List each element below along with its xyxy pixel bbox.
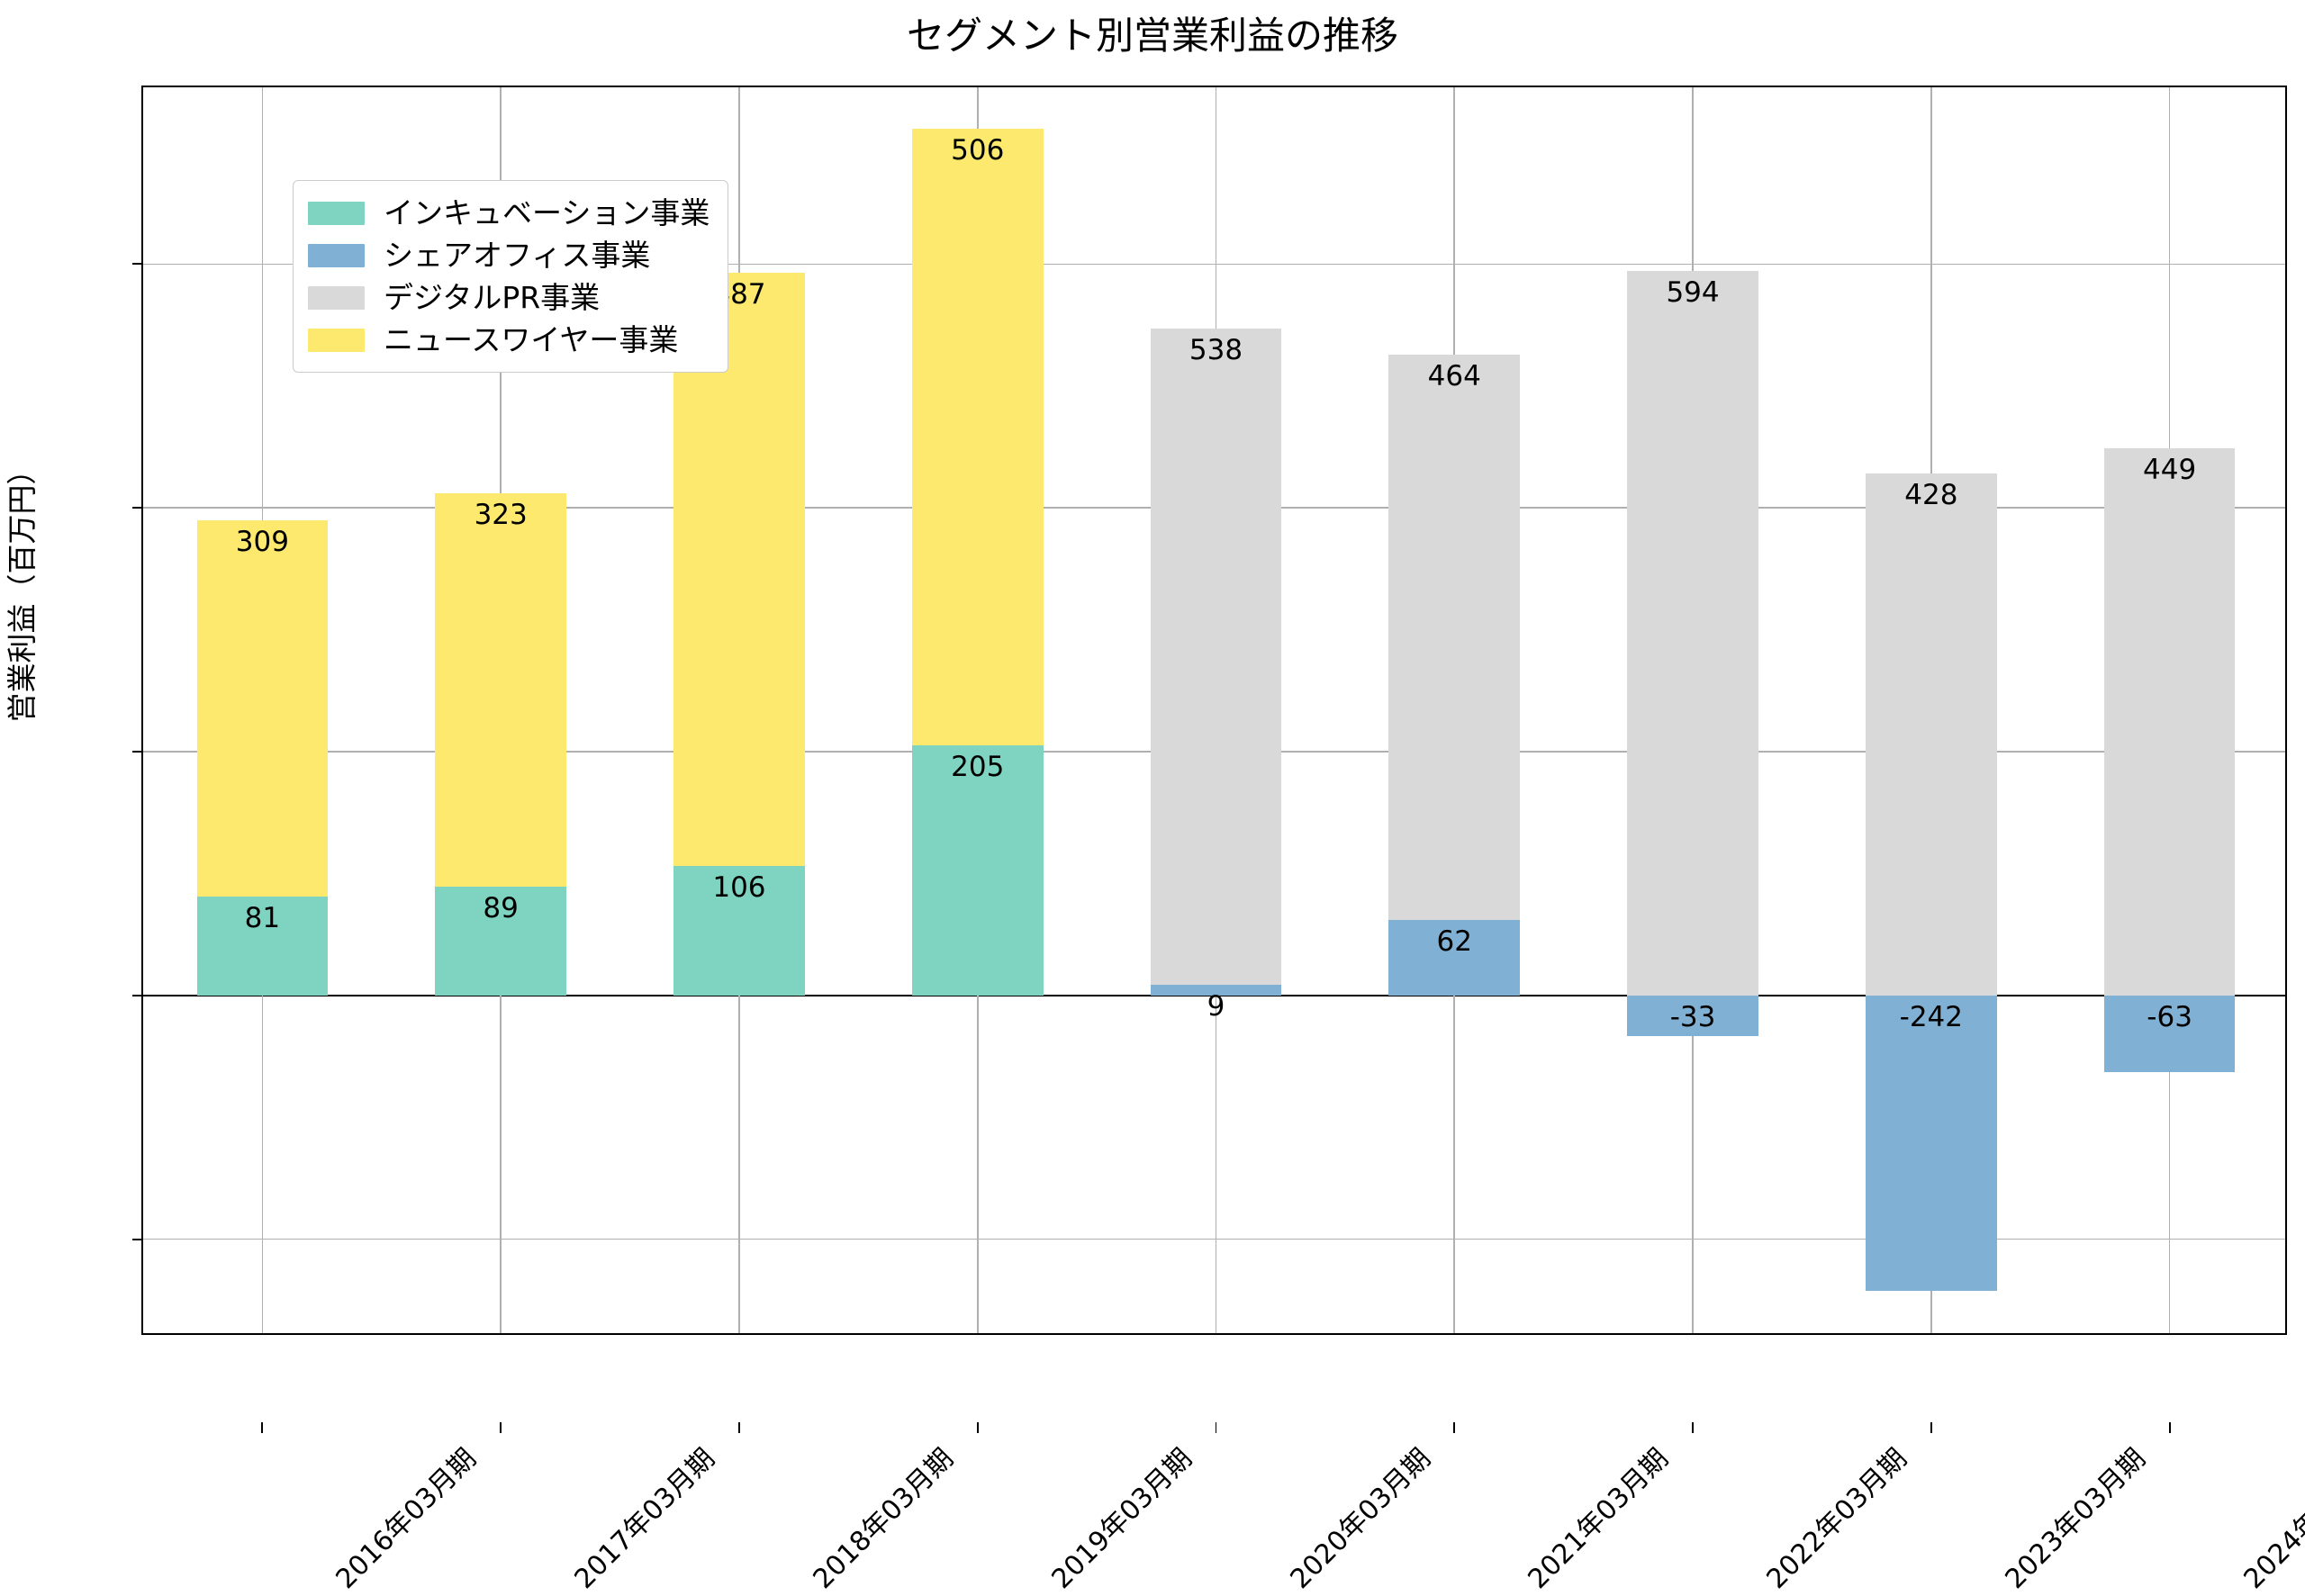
x-tick-mark <box>976 1422 979 1433</box>
bar-value-label: 449 <box>2143 453 2197 486</box>
bar-segment <box>1388 354 1521 920</box>
x-tick-label: 2017年03月期 <box>568 1442 722 1596</box>
bar-value-label: 81 <box>244 902 281 935</box>
bar-value-label: -242 <box>1899 1000 1964 1033</box>
bar-segment <box>2103 995 2236 1073</box>
bar-value-label: 106 <box>712 871 766 905</box>
bar-segment <box>1866 995 1997 1291</box>
x-tick-label: 2016年03月期 <box>330 1442 484 1596</box>
bar-value-label: 538 <box>1189 334 1243 367</box>
bar-segment <box>673 866 805 996</box>
bar-segment <box>1866 473 1997 996</box>
bar-value-label: 594 <box>1666 276 1720 310</box>
legend-color-swatch <box>308 201 365 225</box>
x-tick-mark <box>1453 1422 1456 1433</box>
legend-item[interactable]: シェアオフィス事業 <box>308 234 710 276</box>
x-tick-label: 2018年03月期 <box>807 1442 960 1596</box>
x-tick-mark <box>738 1422 740 1433</box>
legend-item-label: デジタルPR事業 <box>384 280 601 315</box>
legend-item-label: インキュベーション事業 <box>384 195 710 230</box>
bar-segment <box>1150 984 1282 996</box>
y-tick-mark <box>132 994 143 996</box>
bar-value-label: 205 <box>951 751 1005 784</box>
bar-segment <box>196 519 329 897</box>
legend-item-label: ニュースワイヤー事業 <box>384 322 679 357</box>
bar-segment <box>435 492 566 888</box>
legend-item[interactable]: インキュベーション事業 <box>308 192 710 234</box>
bar-segment <box>1627 995 1758 1036</box>
y-tick-mark <box>132 507 143 509</box>
gridline-horizontal <box>143 263 2285 266</box>
plot-area: 81 89 106 205 9 62 -33 -242 -63 538 464 594 428 449 30… <box>132 86 2305 1595</box>
x-tick-mark <box>1215 1422 1217 1433</box>
legend-item[interactable]: デジタルPR事業 <box>308 276 710 319</box>
bar-segment <box>911 745 1044 996</box>
bar-segment <box>1150 329 1282 985</box>
legend-color-swatch <box>308 328 365 352</box>
legend-color-swatch <box>308 243 365 267</box>
chart-legend: インキュベーション事業 シェアオフィス事業 デジタルPR事業ニュースワイヤー事業 <box>293 180 729 373</box>
bar-segment <box>911 129 1044 746</box>
x-tick-mark <box>2168 1422 2171 1433</box>
bar-value-label: 9 <box>1207 989 1225 1023</box>
bar-value-label: -33 <box>1669 1000 1716 1033</box>
y-tick-mark <box>132 751 143 753</box>
legend-item-label: シェアオフィス事業 <box>384 238 651 273</box>
x-tick-label: 2019年03月期 <box>1045 1442 1198 1596</box>
bar-value-label: 464 <box>1427 359 1481 392</box>
x-tick-label: 2022年03月期 <box>1760 1442 1913 1596</box>
bar-value-label: 309 <box>235 525 289 558</box>
y-axis-label: 営業利益（百万円） <box>5 455 40 723</box>
x-tick-label: 2023年03月期 <box>1999 1442 2152 1596</box>
zero-line <box>143 994 2285 997</box>
bar-value-label: 89 <box>483 892 519 925</box>
bar-segment <box>196 897 329 996</box>
x-tick-mark <box>1692 1422 1694 1433</box>
x-tick-mark <box>500 1422 502 1433</box>
legend-item[interactable]: ニュースワイヤー事業 <box>308 319 710 361</box>
x-tick-mark <box>1930 1422 1932 1433</box>
x-tick-label: 2020年03月期 <box>1284 1442 1437 1596</box>
bar-value-label: 323 <box>474 498 528 531</box>
bar-value-label: -63 <box>2147 1000 2192 1033</box>
bar-value-label: 506 <box>951 134 1005 167</box>
bar-segment <box>1627 271 1758 996</box>
bar-segment <box>1388 919 1521 996</box>
bar-segment <box>435 887 566 996</box>
x-tick-label: 2024年03月期 <box>2237 1442 2305 1596</box>
legend-color-swatch <box>308 285 365 310</box>
x-tick-mark <box>261 1422 264 1433</box>
page-title: セグメント別営業利益の推移 <box>906 14 1398 58</box>
y-tick-mark <box>132 1238 143 1240</box>
bar-segment <box>2103 447 2236 996</box>
bar-value-label: 428 <box>1904 479 1958 512</box>
y-tick-mark <box>132 263 143 266</box>
chart-figure: セグメント別営業利益の推移 営業利益（百万円） 81 89 106 205 9 62 -33… <box>5 14 2305 1595</box>
gridline-horizontal <box>143 1238 2285 1240</box>
x-tick-label: 2021年03月期 <box>1522 1442 1676 1596</box>
bar-value-label: 62 <box>1436 924 1472 958</box>
